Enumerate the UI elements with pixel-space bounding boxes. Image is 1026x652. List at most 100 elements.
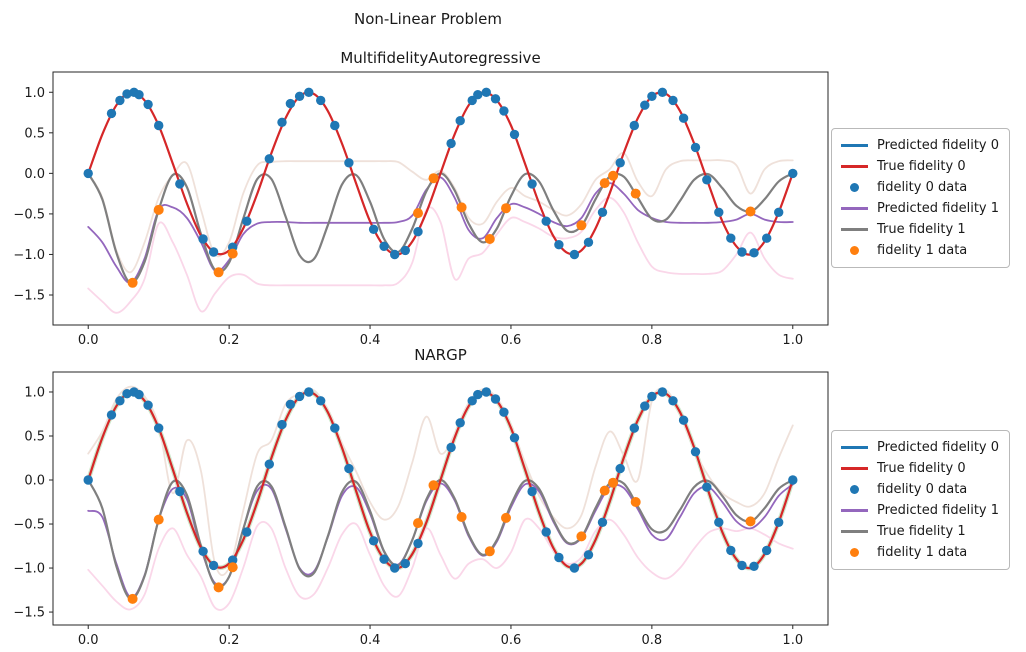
data-point bbox=[227, 248, 238, 259]
data-point bbox=[175, 179, 185, 189]
data-point bbox=[473, 389, 483, 400]
x-tick-label: 0.8 bbox=[642, 333, 663, 348]
data-point bbox=[630, 188, 641, 199]
axes-spines bbox=[52, 371, 829, 626]
legend-item-label: fidelity 0 data bbox=[877, 482, 968, 497]
data-point bbox=[509, 433, 520, 443]
data-point bbox=[400, 558, 410, 569]
data-point bbox=[749, 561, 759, 571]
data-point bbox=[481, 387, 491, 397]
legend-item-label: True fidelity 0 bbox=[877, 461, 966, 476]
data-point bbox=[134, 90, 144, 100]
data-point bbox=[527, 179, 537, 189]
data-point bbox=[657, 387, 668, 397]
data-point bbox=[702, 175, 712, 185]
x-tick-label: 0.2 bbox=[219, 633, 240, 648]
data-point bbox=[83, 168, 93, 179]
data-point bbox=[501, 512, 511, 523]
legend-item-label: fidelity 1 data bbox=[877, 545, 968, 560]
data-point bbox=[456, 512, 467, 522]
data-point bbox=[608, 477, 619, 488]
data-point bbox=[774, 207, 784, 217]
legend-item-label: True fidelity 1 bbox=[877, 222, 966, 237]
data-point bbox=[714, 207, 724, 217]
axes-mfar: 0.0 0.2 0.4 0.6 0.8 1.0 1.0 0.5 0.0 −0.5 −1.0 −1.5 bbox=[13, 71, 829, 348]
legend-dot-swatch bbox=[841, 246, 868, 255]
data-point bbox=[153, 514, 164, 525]
data-point bbox=[597, 517, 608, 527]
legend-item-label: fidelity 0 data bbox=[877, 180, 968, 195]
data-point bbox=[154, 120, 164, 131]
data-point bbox=[127, 593, 138, 604]
data-point bbox=[726, 545, 736, 556]
data-point bbox=[115, 95, 125, 106]
data-point bbox=[228, 555, 238, 565]
legend-item: True fidelity 0 bbox=[841, 459, 999, 478]
data-point bbox=[583, 237, 594, 247]
legend-line-swatch bbox=[841, 165, 868, 168]
data-point bbox=[745, 516, 756, 527]
legend-dot-swatch bbox=[841, 548, 868, 557]
data-point bbox=[208, 247, 219, 257]
legend-top: Predicted fidelity 0 True fidelity 0 fidel… bbox=[831, 128, 1011, 268]
data-point bbox=[599, 485, 610, 496]
legend-line-swatch bbox=[841, 467, 868, 470]
data-point bbox=[501, 203, 511, 214]
y-tick-label: −0.5 bbox=[13, 207, 45, 222]
data-point bbox=[499, 106, 509, 116]
legend-item: fidelity 1 data bbox=[841, 241, 999, 260]
y-tick-label: −1.0 bbox=[13, 562, 45, 577]
x-tick-label: 1.0 bbox=[782, 633, 803, 648]
data-point bbox=[473, 90, 483, 100]
x-tick-label: 0.2 bbox=[219, 333, 240, 348]
data-point bbox=[106, 410, 117, 420]
series-predicted-fidelity-1 bbox=[87, 176, 794, 284]
data-point bbox=[134, 389, 144, 400]
x-tick-label: 1.0 bbox=[782, 333, 803, 348]
x-tick-label: 0.4 bbox=[360, 333, 381, 348]
legend-line-swatch bbox=[841, 144, 868, 147]
x-tick-label: 0.8 bbox=[642, 633, 663, 648]
data-point bbox=[629, 120, 639, 131]
y-tick-label: 1.0 bbox=[24, 86, 45, 101]
data-point bbox=[657, 87, 668, 98]
data-point bbox=[428, 480, 439, 491]
data-point bbox=[668, 396, 678, 406]
data-point bbox=[788, 475, 798, 485]
data-point bbox=[143, 400, 153, 410]
data-point bbox=[583, 550, 594, 560]
data-point bbox=[640, 100, 650, 110]
x-tick-label: 0.6 bbox=[501, 633, 522, 648]
data-point bbox=[467, 396, 477, 406]
y-tick-label: 1.0 bbox=[24, 385, 45, 400]
data-point bbox=[242, 216, 252, 226]
data-point bbox=[702, 482, 712, 492]
scatter-fidelity-0-data bbox=[83, 387, 798, 573]
data-point bbox=[446, 138, 456, 149]
data-point bbox=[774, 517, 784, 527]
legend-item: Predicted fidelity 1 bbox=[841, 199, 999, 218]
data-point bbox=[83, 475, 93, 485]
legend-item-label: fidelity 1 data bbox=[877, 243, 968, 258]
data-point bbox=[569, 563, 580, 573]
y-tick-label: 0.0 bbox=[24, 167, 45, 182]
data-point bbox=[509, 129, 520, 140]
data-point bbox=[499, 407, 509, 417]
data-point bbox=[413, 518, 423, 529]
data-point bbox=[762, 545, 772, 556]
data-point bbox=[400, 245, 410, 256]
legend-line-swatch bbox=[841, 530, 868, 533]
scatter-fidelity-0-data bbox=[83, 87, 798, 260]
data-point bbox=[390, 249, 400, 260]
data-point bbox=[490, 394, 501, 404]
data-point bbox=[213, 582, 224, 593]
data-point bbox=[490, 94, 501, 104]
legend-dot-swatch bbox=[841, 485, 868, 494]
data-point bbox=[647, 91, 657, 102]
data-point bbox=[629, 423, 639, 433]
legend-line-swatch bbox=[841, 509, 868, 512]
legend-item: Predicted fidelity 1 bbox=[841, 501, 999, 520]
subplot-title-nargp: NARGP bbox=[414, 346, 467, 364]
data-point bbox=[576, 220, 587, 231]
data-point bbox=[413, 227, 423, 237]
